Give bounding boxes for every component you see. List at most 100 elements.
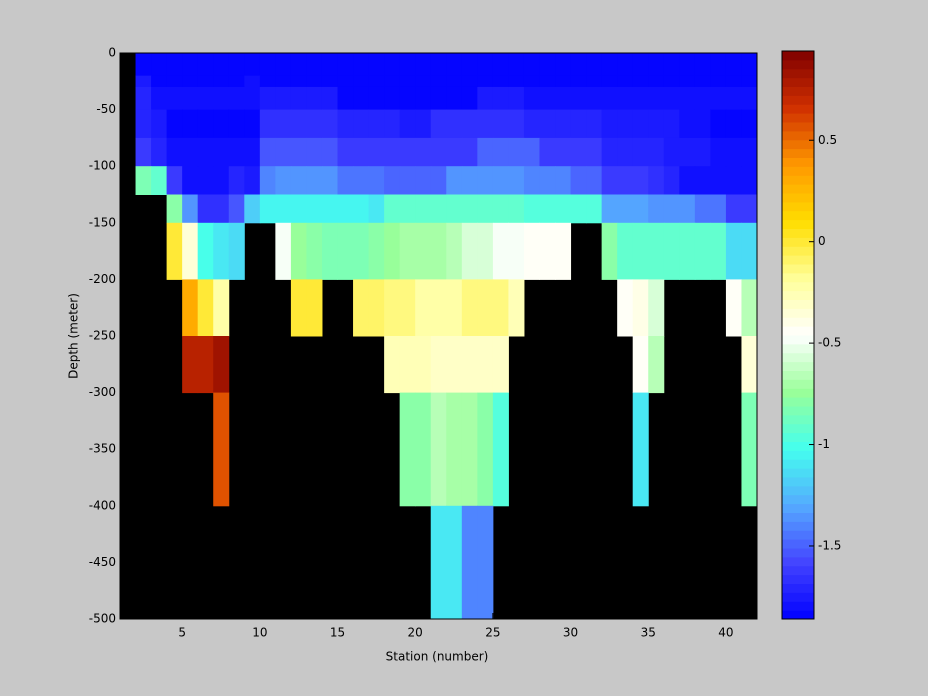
heatmap-cell bbox=[259, 166, 276, 195]
heatmap-cell bbox=[492, 222, 509, 280]
heatmap-cell bbox=[446, 392, 463, 507]
heatmap-cell bbox=[648, 194, 665, 224]
heatmap-cell bbox=[337, 137, 354, 167]
heatmap-cell bbox=[663, 137, 680, 167]
heatmap-cell bbox=[368, 86, 385, 111]
heatmap-cell bbox=[384, 137, 401, 167]
heatmap-cell bbox=[694, 109, 711, 139]
colorbar-swatch bbox=[782, 468, 814, 478]
heatmap-cell bbox=[725, 109, 742, 139]
heatmap-cell bbox=[259, 109, 276, 139]
heatmap-cell bbox=[213, 336, 230, 394]
heatmap-cell bbox=[508, 86, 525, 111]
heatmap-cell bbox=[446, 336, 463, 394]
heatmap-cell bbox=[430, 336, 447, 394]
heatmap-cell bbox=[213, 392, 230, 507]
heatmap-cell bbox=[461, 194, 478, 224]
colorbar-swatch bbox=[782, 193, 814, 203]
heatmap-cell bbox=[586, 86, 603, 111]
heatmap-cell bbox=[197, 109, 214, 139]
heatmap-cell bbox=[492, 75, 509, 88]
heatmap-cell bbox=[384, 53, 401, 77]
heatmap-cell bbox=[337, 222, 354, 280]
heatmap-cell bbox=[555, 222, 572, 280]
colorbar-swatch bbox=[782, 494, 814, 505]
heatmap-cell bbox=[182, 166, 199, 195]
y-tick-label: -200 bbox=[89, 272, 116, 286]
y-tick-label: -450 bbox=[89, 555, 116, 569]
heatmap-cell bbox=[353, 279, 370, 337]
x-tick-label: 40 bbox=[718, 626, 733, 640]
heatmap-cell bbox=[446, 279, 463, 337]
heatmap-cell bbox=[523, 166, 540, 195]
colorbar-swatch bbox=[782, 317, 814, 327]
heatmap-cell bbox=[555, 53, 572, 77]
heatmap-cell bbox=[368, 53, 385, 77]
heatmap-cell bbox=[523, 194, 540, 224]
colorbar-swatch bbox=[782, 343, 814, 354]
heatmap-cell bbox=[461, 137, 478, 167]
heatmap-cell bbox=[617, 222, 634, 280]
heatmap-cell bbox=[275, 166, 292, 195]
heatmap-cell bbox=[694, 75, 711, 88]
heatmap-cell bbox=[477, 279, 494, 337]
colorbar-swatch bbox=[782, 406, 814, 416]
heatmap-cell bbox=[244, 53, 261, 77]
heatmap-cell bbox=[213, 75, 230, 88]
heatmap-cell bbox=[290, 166, 307, 195]
heatmap-cell bbox=[259, 137, 276, 167]
heatmap-cell bbox=[570, 166, 587, 195]
heatmap-cell bbox=[601, 166, 618, 195]
colorbar-swatch bbox=[782, 414, 814, 425]
heatmap-cell bbox=[135, 109, 152, 139]
heatmap-cell bbox=[741, 166, 758, 195]
heatmap-cell bbox=[384, 166, 401, 195]
heatmap-cell bbox=[710, 109, 727, 139]
heatmap-cell bbox=[151, 109, 168, 139]
colorbar-swatch bbox=[782, 95, 814, 105]
heatmap-cell bbox=[477, 86, 494, 111]
heatmap-cell bbox=[617, 137, 634, 167]
heatmap-cell bbox=[430, 392, 447, 507]
heatmap-cell bbox=[663, 166, 680, 195]
heatmap-cell bbox=[446, 109, 463, 139]
x-tick-label: 15 bbox=[330, 626, 345, 640]
heatmap-cell bbox=[368, 166, 385, 195]
heatmap-cell bbox=[151, 137, 168, 167]
heatmap-cell bbox=[555, 166, 572, 195]
heatmap-cell bbox=[617, 166, 634, 195]
heatmap-cell bbox=[259, 75, 276, 88]
heatmap-cell bbox=[710, 194, 727, 224]
x-tick-label: 10 bbox=[252, 626, 267, 640]
heatmap-cell bbox=[399, 279, 416, 337]
heatmap-cell bbox=[430, 194, 447, 224]
heatmap-cell bbox=[539, 75, 556, 88]
colorbar-swatch bbox=[782, 210, 814, 221]
heatmap-cell bbox=[461, 279, 478, 337]
heatmap-cell bbox=[182, 86, 199, 111]
heatmap-cell bbox=[321, 75, 339, 88]
heatmap-cell bbox=[694, 137, 711, 167]
heatmap-cell bbox=[399, 222, 416, 280]
heatmap-cell bbox=[477, 75, 494, 88]
y-tick-label: -300 bbox=[89, 385, 116, 399]
heatmap-cell bbox=[151, 53, 168, 77]
heatmap-cell bbox=[555, 75, 572, 88]
colorbar-tick-label: -1 bbox=[818, 437, 830, 451]
heatmap-cell bbox=[725, 75, 742, 88]
heatmap-cell bbox=[275, 222, 292, 280]
heatmap-cell bbox=[648, 137, 665, 167]
heatmap-cell bbox=[430, 53, 447, 77]
heatmap-cell bbox=[135, 86, 152, 111]
heatmap-cell bbox=[415, 336, 432, 394]
heatmap-cell bbox=[679, 222, 696, 280]
colorbar-swatch bbox=[782, 477, 814, 487]
heatmap-cell bbox=[508, 222, 525, 280]
heatmap-cell bbox=[446, 166, 463, 195]
heatmap-cell bbox=[648, 86, 665, 111]
heatmap-cell bbox=[213, 222, 230, 280]
heatmap-cell bbox=[725, 279, 742, 337]
heatmap-cell bbox=[632, 75, 649, 88]
x-tick-label: 30 bbox=[563, 626, 578, 640]
